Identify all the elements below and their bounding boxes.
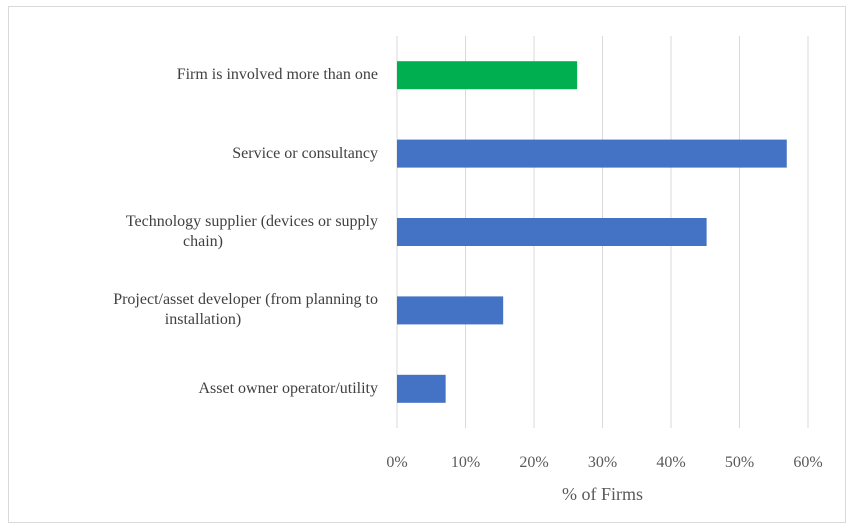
- x-tick-label: 50%: [725, 454, 754, 471]
- x-tick-label: 40%: [656, 454, 685, 471]
- category-label-line: Service or consultancy: [232, 144, 378, 162]
- category-label-line: Technology supplier (devices or supply: [125, 213, 378, 230]
- x-tick-label: 0%: [386, 454, 407, 471]
- x-tick-label: 30%: [588, 454, 617, 471]
- category-label: Technology supplier (devices or supply ch…: [28, 212, 378, 252]
- category-label: Service or consultancy: [28, 144, 378, 164]
- category-label-line: chain): [183, 233, 223, 250]
- x-axis-title: % of Firms: [562, 484, 643, 504]
- x-tick-label: 10%: [451, 454, 480, 471]
- category-label-line: Asset owner operator/utility: [198, 379, 378, 397]
- category-label-line: installation): [164, 311, 242, 329]
- category-label-line: Firm is involved more than one: [176, 66, 378, 84]
- category-label: Project/asset developer (from planning t…: [28, 290, 378, 330]
- bar: [397, 139, 787, 168]
- category-label: Asset owner operator/utility: [28, 379, 378, 399]
- bar: [397, 61, 578, 90]
- category-label-line: Project/asset developer (from planning t…: [113, 291, 378, 309]
- category-label: Firm is involved more than one: [28, 65, 378, 85]
- bar: [397, 296, 504, 325]
- x-tick-label: 20%: [519, 454, 548, 471]
- bar: [397, 218, 707, 246]
- bar: [397, 374, 446, 403]
- chart-frame: [8, 6, 846, 523]
- x-tick-label: 60%: [793, 454, 822, 471]
